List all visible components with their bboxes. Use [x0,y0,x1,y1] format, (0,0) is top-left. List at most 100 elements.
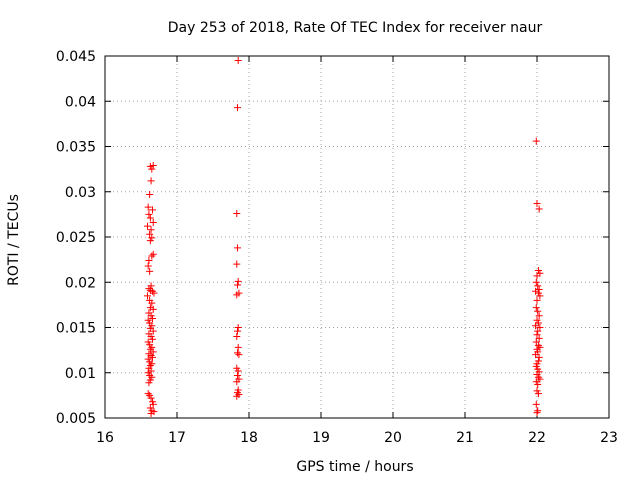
data-point [149,219,157,227]
data-point [149,162,157,170]
x-tick-label: 23 [600,430,618,446]
data-point [150,408,158,416]
data-point [147,394,155,402]
data-point [534,390,542,398]
data-point [233,244,241,252]
data-point [233,104,241,112]
data-point [146,267,154,275]
data-point [535,285,543,293]
data-point [145,257,153,265]
data-point [532,351,540,359]
x-tick-label: 20 [384,430,402,446]
data-point [148,252,156,260]
data-point [233,392,241,400]
data-point [233,327,241,335]
data-point [149,335,157,343]
y-tick-label: 0.04 [65,94,96,110]
data-point [233,281,241,289]
data-point [532,287,540,295]
data-point [146,237,154,245]
y-tick-label: 0.03 [65,185,96,201]
data-point [148,299,156,307]
data-point [148,343,156,351]
x-tick-label: 18 [240,430,258,446]
data-point [234,343,242,351]
data-point [147,177,155,185]
data-point [536,324,544,331]
data-point [536,343,544,351]
data-point [534,407,542,415]
data-point [233,209,241,217]
data-point [149,348,157,356]
data-point [147,226,155,234]
data-point [149,206,157,214]
data-point [233,333,241,341]
data-point [233,371,241,379]
data-point [146,214,154,222]
data-point [149,287,157,295]
data-point [146,304,154,312]
data-point [233,389,241,397]
data-point [535,205,543,213]
data-point [147,367,155,375]
data-point [149,327,157,335]
data-point [532,338,540,346]
data-point [533,409,541,417]
data-point [532,278,540,286]
data-point [149,250,157,258]
chart-title: Day 253 of 2018, Rate Of TEC Index for r… [168,20,543,36]
data-point [149,400,157,408]
data-point [534,307,542,315]
data-point [150,289,158,297]
y-tick-label: 0.02 [65,275,96,291]
data-point [533,200,541,208]
data-point [234,324,242,331]
data-point [149,305,157,313]
x-tick-label: 21 [456,430,474,446]
data-point [534,373,542,381]
data-point [146,190,154,198]
data-point [145,210,153,218]
y-tick-label: 0.01 [65,366,96,382]
data-point [143,292,151,300]
ticks-layer: 16 17 18 19 20 21 22 23 0.005 0.01 0.015 0.02 0.025 0… [56,49,618,446]
x-tick-label: 16 [96,430,114,446]
y-tick-label: 0.025 [56,230,96,246]
data-point [149,353,157,361]
y-tick-label: 0.045 [56,49,96,65]
data-point [532,304,540,312]
data-point [536,375,544,383]
data-point [233,349,241,357]
data-point [147,409,155,417]
data-point [532,322,540,330]
data-point [144,203,152,211]
x-axis-title: GPS time / hours [296,459,413,475]
x-tick-label: 19 [312,430,330,446]
y-tick-label: 0.015 [56,321,96,337]
data-point [535,353,543,361]
data-point [145,379,153,387]
data-point [148,165,156,173]
data-point [534,327,542,335]
data-point [533,331,541,339]
data-point [534,282,542,290]
data-point [532,137,540,145]
data-point [535,312,543,320]
data-point [144,262,152,270]
data-point [234,57,242,65]
data-point [233,378,241,386]
data-point [148,360,156,368]
data-point [143,222,151,230]
data-point [145,285,153,293]
y-tick-label: 0.005 [56,411,96,427]
data-point [144,390,152,398]
data-point [533,296,541,304]
x-tick-label: 22 [528,430,546,446]
data-point [234,277,242,285]
data-point [149,314,157,322]
data-point [147,352,155,360]
data-point [235,351,243,359]
data-point [533,272,541,280]
